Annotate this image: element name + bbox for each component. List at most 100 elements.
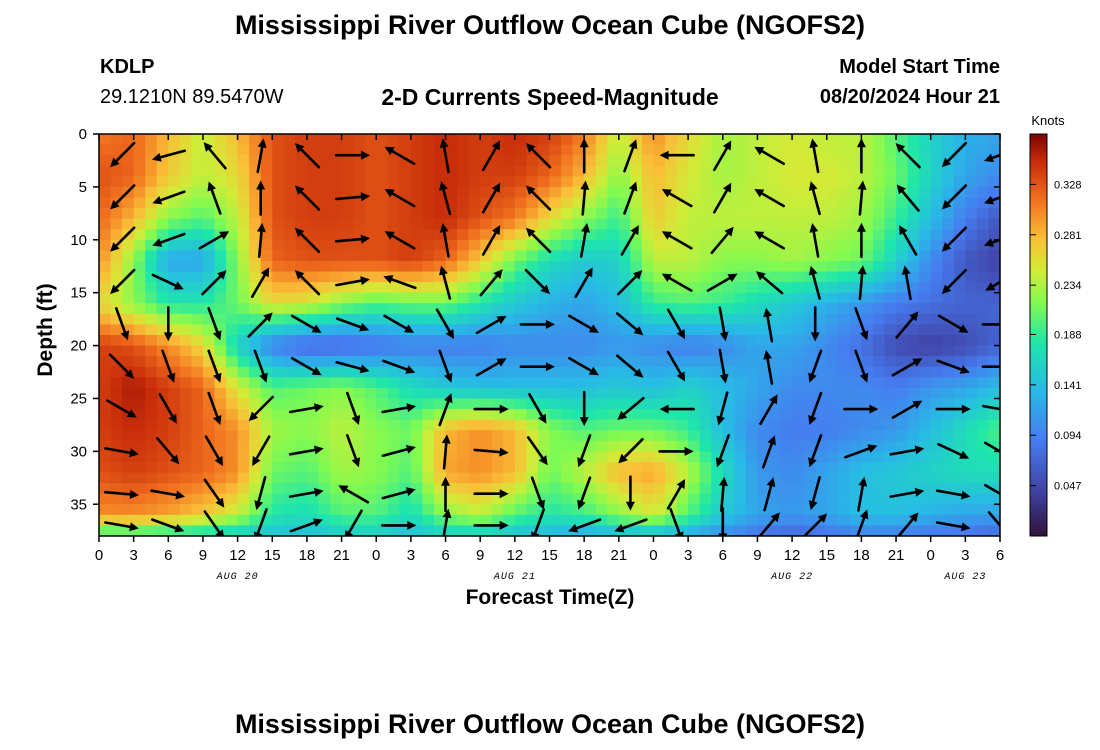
heat-cell [953, 525, 966, 536]
heat-cell [260, 356, 273, 368]
heat-cell [618, 483, 631, 495]
heat-cell [792, 218, 805, 230]
heat-cell [965, 313, 978, 326]
heat-cell [861, 282, 874, 294]
heat-cell [884, 461, 897, 474]
heat-cell [584, 313, 597, 326]
heat-cell [514, 260, 527, 273]
heat-cell [919, 377, 932, 389]
heat-cell [734, 292, 747, 304]
heat-cell [965, 282, 978, 294]
heat-cell [168, 335, 181, 347]
heat-cell [491, 218, 504, 230]
heat-cell [711, 197, 724, 209]
current-arrow [384, 189, 416, 208]
heat-cell [584, 155, 597, 167]
heat-cell [272, 366, 285, 378]
heat-cell [930, 451, 943, 463]
heat-cell [676, 229, 689, 241]
current-arrow [438, 393, 453, 427]
heat-cell [861, 504, 874, 516]
heat-cell [734, 313, 747, 326]
heat-cell [549, 461, 562, 474]
heat-cell [145, 483, 158, 495]
heat-cell [318, 229, 331, 241]
heat-cell [399, 134, 412, 146]
heat-cell [757, 514, 770, 527]
heat-cell [665, 377, 678, 389]
heat-cell [676, 218, 689, 230]
heat-cell [249, 134, 262, 146]
heat-cell [815, 134, 828, 146]
heat-cell [99, 155, 112, 167]
heat-cell [757, 292, 770, 304]
heat-cell [503, 451, 516, 463]
current-arrow [530, 476, 545, 510]
heat-cell [861, 514, 874, 527]
heat-cell [976, 345, 990, 357]
heat-cell [457, 356, 470, 368]
heat-cell [133, 313, 146, 326]
heat-cell [711, 144, 724, 156]
x-tick-label: 3 [961, 547, 969, 564]
heat-cell [872, 430, 886, 442]
heat-cell [433, 165, 447, 177]
heat-cell [341, 461, 354, 474]
heat-cell [99, 229, 112, 241]
heat-cell [826, 144, 839, 156]
heat-cell [734, 493, 747, 505]
heat-cell [849, 313, 862, 326]
heat-cell [561, 419, 574, 431]
heat-cell [122, 430, 135, 442]
heat-cell [457, 229, 470, 241]
heat-cell [480, 483, 493, 495]
heat-cell [665, 514, 678, 527]
heat-cell [757, 398, 770, 410]
heat-cell [503, 144, 516, 156]
heat-cell [353, 208, 366, 220]
heat-cell [976, 440, 990, 452]
heat-cell [896, 260, 909, 273]
heat-cell [768, 239, 782, 251]
heat-cell [283, 144, 296, 156]
current-arrow [441, 476, 450, 513]
heat-cell [722, 134, 735, 146]
heat-cell [826, 165, 839, 177]
heat-cell [191, 324, 204, 336]
heat-cell [919, 155, 932, 167]
heat-cell [249, 387, 262, 400]
heat-cell [815, 229, 828, 241]
heat-cell [653, 483, 666, 495]
heat-cell [422, 398, 435, 410]
heat-cell [734, 387, 747, 400]
heat-cell [214, 176, 227, 188]
heat-cell [745, 303, 759, 315]
current-arrow [620, 225, 639, 256]
heat-cell [457, 239, 470, 251]
heat-cell [711, 260, 724, 273]
heat-cell [295, 324, 308, 336]
heat-cell [595, 292, 608, 304]
heat-cell [341, 483, 354, 495]
heat-cell [260, 176, 273, 188]
heat-cell [549, 440, 562, 452]
heat-cell [572, 377, 585, 389]
heat-cell [353, 292, 366, 304]
heat-cell [306, 335, 320, 347]
heat-cell [537, 419, 551, 431]
heat-cell [410, 525, 424, 536]
heat-cell [988, 260, 1000, 273]
heat-cell [815, 260, 828, 273]
heat-cell [849, 197, 862, 209]
heat-cell [792, 186, 805, 199]
heat-cell [156, 356, 169, 368]
heat-cell [838, 387, 851, 400]
heat-cell [260, 155, 273, 167]
heat-cell [399, 176, 412, 188]
heat-cell [399, 409, 412, 421]
heat-cell [965, 260, 978, 273]
heat-cell [514, 229, 527, 241]
heat-cell [445, 483, 458, 495]
heat-cell [399, 260, 412, 273]
current-arrow [808, 181, 821, 216]
